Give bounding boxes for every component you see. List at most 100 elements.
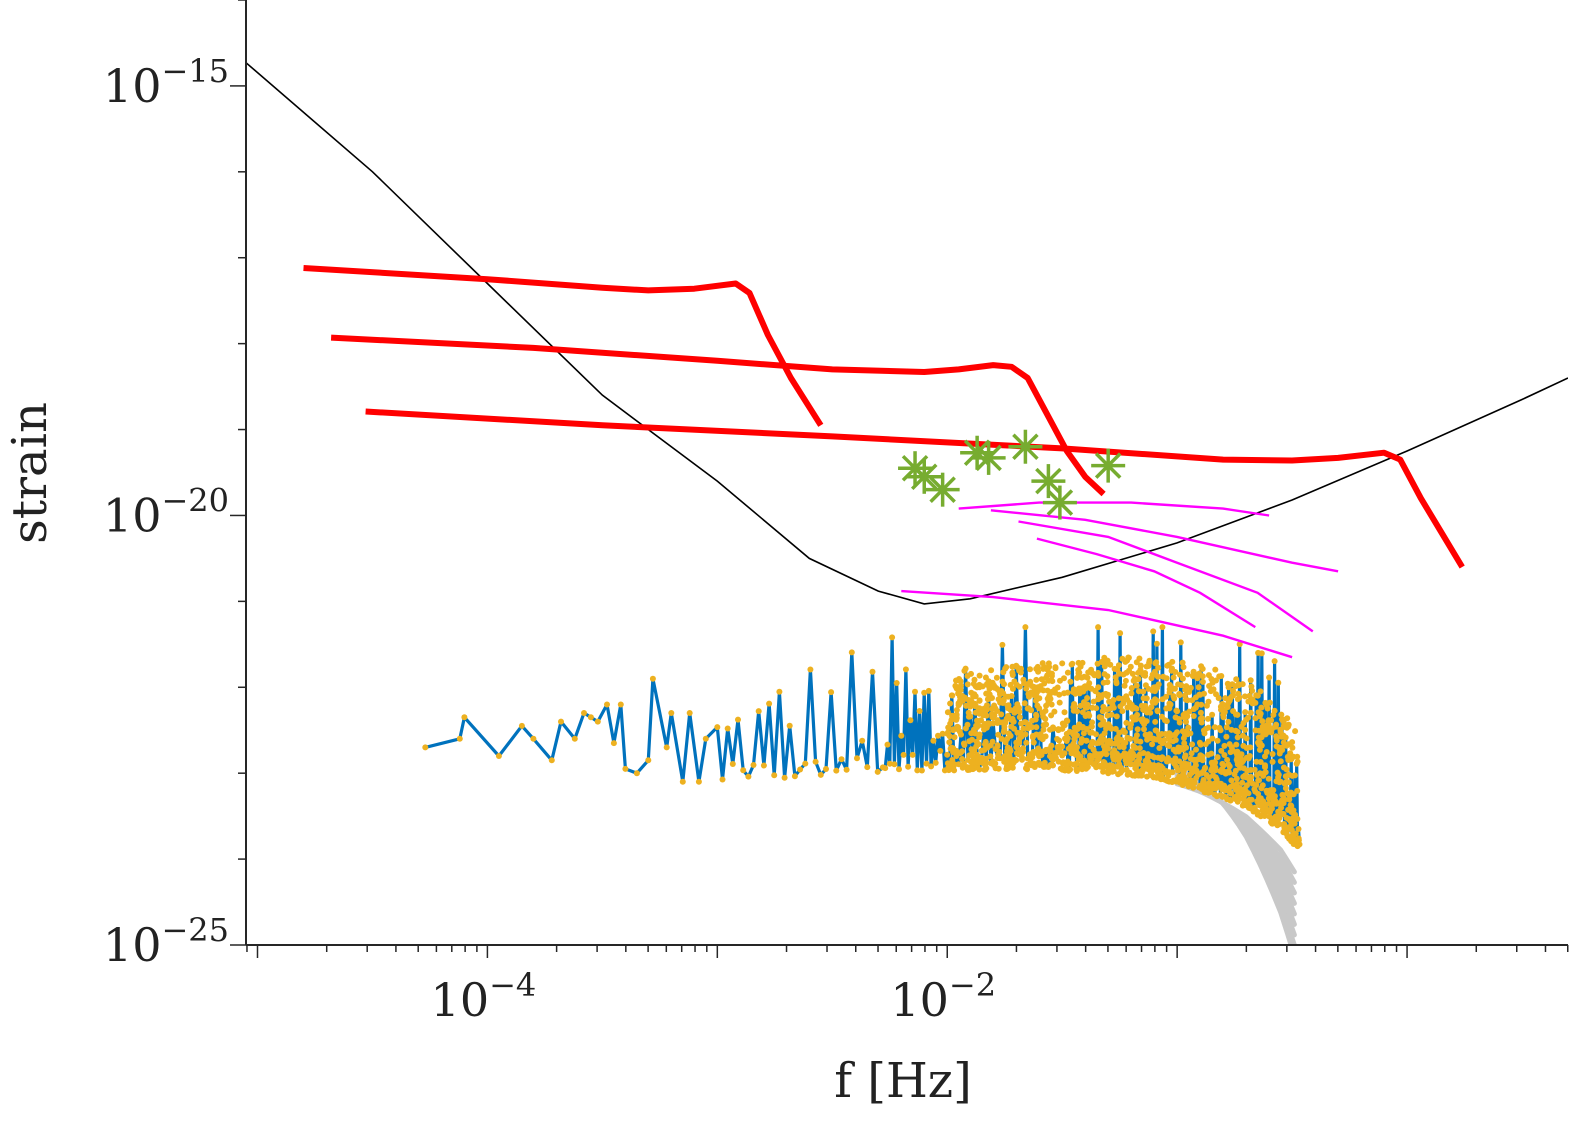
spectrum-marker	[1266, 674, 1273, 681]
spectrum-marker	[1234, 696, 1241, 703]
spectrum-marker	[1247, 805, 1254, 812]
spectrum-marker	[949, 762, 955, 769]
spectrum-marker	[1239, 759, 1246, 766]
spectrum-marker	[1286, 792, 1293, 799]
spectrum-marker	[518, 722, 525, 729]
spectrum-marker	[1211, 724, 1218, 731]
spectrum-marker	[1032, 697, 1039, 704]
spectrum-marker	[668, 710, 675, 716]
spectrum-marker	[1037, 683, 1044, 690]
spectrum-marker	[937, 747, 944, 754]
spectrum-marker	[1171, 695, 1178, 702]
spectrum-marker	[1082, 713, 1089, 719]
spectrum-marker	[1205, 724, 1212, 731]
spectrum-marker	[1199, 678, 1206, 685]
spectrum-marker	[1173, 707, 1180, 714]
star-stroke	[1094, 452, 1122, 479]
red-track-3	[365, 408, 1465, 569]
spectrum-marker	[1036, 753, 1043, 760]
spectrum-marker	[1144, 754, 1151, 761]
spectrum-marker	[1254, 772, 1260, 778]
spectrum-marker	[1176, 691, 1183, 697]
spectrum-marker	[1050, 689, 1057, 696]
spectrum-marker	[1198, 701, 1205, 708]
spectrum-marker	[1252, 727, 1259, 734]
spectrum-marker	[1208, 676, 1215, 682]
spectrum-marker	[1159, 696, 1166, 703]
spectrum-marker	[1233, 741, 1240, 748]
spectrum-marker	[1070, 729, 1077, 736]
spectrum-marker	[976, 705, 983, 712]
spectrum-marker	[1115, 771, 1122, 778]
spectrum-marker	[1030, 749, 1037, 755]
spectrum-marker	[1147, 709, 1154, 716]
spectrum-marker	[1122, 751, 1129, 758]
spectrum-marker	[987, 742, 994, 749]
spectrum-marker	[980, 712, 987, 719]
spectrum-marker	[797, 766, 804, 773]
spectrum-marker	[1014, 729, 1021, 736]
x-tick-label-exponent: −2	[949, 966, 996, 1004]
spectrum-marker	[1159, 754, 1166, 761]
spectrum-marker	[1217, 727, 1224, 734]
spectrum-marker	[909, 751, 916, 758]
spectrum-marker	[1101, 671, 1108, 678]
spectrum-marker	[1261, 723, 1268, 730]
spectrum-marker	[617, 701, 624, 708]
spectrum-marker	[970, 754, 977, 760]
spectrum-marker	[957, 697, 964, 704]
spectrum-marker	[1213, 691, 1219, 698]
spectrum-marker	[1197, 709, 1204, 716]
spectrum-marker	[1114, 734, 1121, 741]
spectrum-marker	[1143, 718, 1150, 725]
spectrum-marker	[991, 762, 997, 769]
spectrum-marker	[946, 739, 953, 746]
spectrum-marker	[1029, 717, 1036, 724]
spectrum-marker	[1113, 713, 1120, 720]
spectrum-marker	[1292, 728, 1299, 735]
spectrum-marker	[1158, 731, 1165, 737]
spectrum-marker	[1152, 727, 1159, 734]
spectrum-marker	[961, 667, 968, 674]
spectrum-marker	[1055, 758, 1062, 765]
spectrum-marker	[1062, 735, 1068, 742]
spectrum-marker	[828, 689, 835, 696]
spectrum-marker	[1049, 678, 1056, 685]
spectrum-marker	[1164, 662, 1171, 669]
star-stroke	[1046, 489, 1074, 516]
spectrum-marker	[1014, 664, 1021, 670]
spectrum-marker	[1135, 688, 1142, 695]
star-stroke	[1012, 433, 1039, 460]
spectrum-marker	[1077, 689, 1083, 696]
spectrum-marker	[1153, 659, 1160, 666]
spectrum-marker	[981, 766, 988, 773]
spectrum-marker	[1295, 837, 1302, 844]
spectrum-marker	[1200, 777, 1207, 783]
spectrum-marker	[1149, 698, 1156, 705]
spectrum-marker	[1083, 726, 1090, 732]
spectrum-marker	[939, 730, 946, 737]
spectrum-marker	[990, 714, 997, 721]
spectrum-marker	[1013, 744, 1020, 751]
spectrum-marker	[959, 756, 966, 762]
spectrum-marker	[907, 717, 914, 724]
spectrum-marker	[1275, 774, 1282, 781]
spectrum-marker	[928, 763, 935, 770]
spectrum-marker	[1128, 690, 1135, 697]
spectrum-marker	[1181, 740, 1188, 747]
spectrum-marker	[1245, 698, 1252, 705]
spectrum-marker	[945, 724, 952, 731]
star-stroke	[963, 439, 991, 466]
spectrum-marker	[1261, 813, 1268, 819]
spectrum-marker	[1040, 726, 1047, 733]
spectrum-marker	[1285, 806, 1292, 813]
spectrum-marker	[1205, 715, 1211, 722]
spectrum-marker	[1071, 703, 1078, 710]
spectrum-marker	[1258, 785, 1265, 792]
spectrum-marker	[1199, 665, 1206, 672]
spectrum-marker	[1059, 725, 1066, 732]
spectrum-marker	[679, 778, 686, 785]
spectrum-marker	[1147, 731, 1153, 738]
spectrum-marker	[1000, 696, 1007, 703]
spectrum-marker	[1223, 733, 1230, 740]
